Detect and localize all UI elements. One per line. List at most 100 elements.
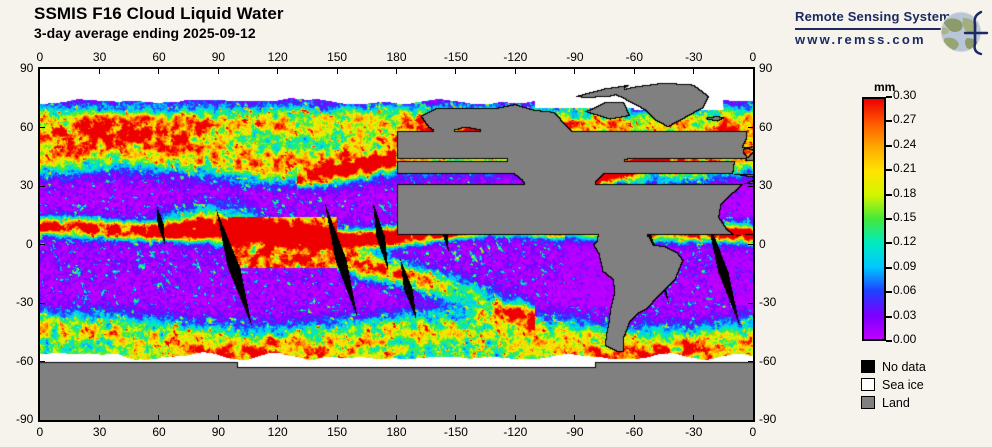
lat-tick-mark xyxy=(40,244,45,245)
lon-tick-mark xyxy=(396,69,397,74)
lat-tick-mark xyxy=(748,127,753,128)
lat-tick-label-left: 0 xyxy=(26,236,33,251)
lon-tick-label-top: -120 xyxy=(503,50,528,64)
logo-organization: Remote Sensing Systems xyxy=(795,9,959,24)
lon-tick-label-bottom: -60 xyxy=(625,425,643,439)
lon-tick-mark xyxy=(455,69,457,74)
lon-tick-label-bottom: 0 xyxy=(36,425,44,439)
lat-tick-label-right: 90 xyxy=(759,61,773,75)
lon-tick-label-bottom: -30 xyxy=(685,425,703,439)
colorbar-tick-mark xyxy=(886,266,892,269)
colorbar-tick-label: 0.24 xyxy=(893,136,917,151)
legend-label: No data xyxy=(882,359,926,374)
colorbar-tick-mark xyxy=(886,340,892,342)
lon-tick-mark xyxy=(336,69,338,74)
lon-tick-label-top: 90 xyxy=(211,50,226,64)
lat-tick-mark xyxy=(748,185,753,187)
lat-tick-label-left: -30 xyxy=(16,295,34,309)
lon-tick-mark xyxy=(98,69,100,74)
colorbar-tick-label: 0.12 xyxy=(893,234,917,249)
lat-tick-label-left: -90 xyxy=(16,412,34,426)
legend-item: No data xyxy=(861,358,926,375)
lat-tick-label-right: -60 xyxy=(759,353,777,368)
mask-legend: No data Sea ice Land xyxy=(861,358,926,412)
lon-tick-mark xyxy=(574,69,576,74)
colorbar-gradient xyxy=(864,99,884,339)
colorbar-tick-label: 0.15 xyxy=(893,210,917,224)
lat-tick-mark xyxy=(40,185,45,187)
colorbar-tick-label: 0.06 xyxy=(893,283,917,298)
colorbar-tick-label: 0.00 xyxy=(893,332,917,346)
lon-tick-label-top: 0 xyxy=(749,50,757,64)
colorbar-unit-label: mm xyxy=(874,80,896,94)
page-title: SSMIS F16 Cloud Liquid Water xyxy=(34,4,284,23)
lat-tick-label-left: 30 xyxy=(20,178,34,192)
colorbar-tick-mark xyxy=(886,315,892,318)
lon-tick-mark xyxy=(158,415,160,420)
lon-tick-label-top: -150 xyxy=(443,50,468,64)
colorbar-tick-mark xyxy=(886,169,892,172)
lon-tick-mark xyxy=(514,69,516,74)
lat-tick-label-right: 30 xyxy=(759,178,773,192)
lon-tick-label-top: 120 xyxy=(267,50,288,64)
colorbar-tick-mark xyxy=(886,218,892,220)
lat-tick-mark xyxy=(748,361,753,362)
colorbar-tick-label: 0.18 xyxy=(893,185,917,200)
lon-tick-label-bottom: 180 xyxy=(386,425,407,439)
lon-tick-mark xyxy=(336,415,338,420)
lon-tick-label-top: 180 xyxy=(386,50,407,64)
lat-tick-label-left: -60 xyxy=(16,353,34,368)
map-plot-area[interactable] xyxy=(38,67,755,422)
lon-tick-mark xyxy=(217,69,219,74)
lon-tick-label-bottom: 30 xyxy=(92,425,107,439)
lon-tick-label-bottom: -120 xyxy=(503,425,528,439)
lat-tick-label-right: -30 xyxy=(759,295,777,309)
lon-tick-mark xyxy=(98,415,100,420)
lat-tick-label-right: 0 xyxy=(759,236,766,251)
lat-tick-mark xyxy=(748,302,753,304)
lon-tick-label-top: 30 xyxy=(92,50,107,64)
lon-tick-mark xyxy=(158,69,160,74)
colorbar-tick-mark xyxy=(886,242,892,245)
colorbar-tick-mark xyxy=(886,144,892,147)
lon-tick-label-top: -30 xyxy=(685,50,703,64)
legend-swatch xyxy=(861,396,875,409)
lat-tick-mark xyxy=(40,361,45,362)
lat-tick-mark xyxy=(748,244,753,245)
legend-item: Land xyxy=(861,394,926,411)
lon-tick-mark xyxy=(277,415,279,420)
logo-website: www.remss.com xyxy=(795,32,926,47)
colorbar-tick-mark xyxy=(886,120,892,123)
lon-tick-mark xyxy=(633,415,635,420)
lon-tick-mark xyxy=(574,415,576,420)
lon-tick-mark xyxy=(277,69,279,74)
lon-tick-label-bottom: 60 xyxy=(152,425,166,439)
lon-tick-label-top: 60 xyxy=(152,50,166,64)
cloud-liquid-water-heatmap xyxy=(40,69,753,420)
lon-tick-label-top: 150 xyxy=(327,50,348,64)
legend-label: Sea ice xyxy=(882,377,924,392)
lat-tick-label-right: -90 xyxy=(759,412,777,426)
colorbar[interactable] xyxy=(862,97,886,341)
legend-label: Land xyxy=(882,395,910,410)
lon-tick-mark xyxy=(693,69,695,74)
lon-tick-mark xyxy=(455,415,457,420)
colorbar-tick-mark xyxy=(886,193,892,196)
colorbar-tick-label: 0.27 xyxy=(893,112,917,127)
rss-logo: Remote Sensing Systems www.remss.com xyxy=(795,8,989,58)
lon-tick-label-bottom: 0 xyxy=(749,425,757,439)
lon-tick-label-bottom: 150 xyxy=(327,425,348,439)
page-subtitle: 3-day average ending 2025-09-12 xyxy=(34,25,256,41)
lon-tick-label-bottom: 120 xyxy=(267,425,288,439)
globe-icon xyxy=(940,10,989,56)
lat-tick-label-right: 60 xyxy=(759,119,773,134)
lon-tick-label-bottom: 90 xyxy=(211,425,226,439)
colorbar-tick-mark xyxy=(886,96,892,98)
lon-tick-label-bottom: -150 xyxy=(443,425,468,439)
lon-tick-label-top: -60 xyxy=(625,50,643,64)
lon-tick-label-top: -90 xyxy=(566,50,584,64)
colorbar-tick-mark xyxy=(886,291,892,294)
lon-tick-mark xyxy=(396,415,397,420)
lon-tick-label-top: 0 xyxy=(36,50,44,64)
legend-swatch xyxy=(861,360,875,373)
